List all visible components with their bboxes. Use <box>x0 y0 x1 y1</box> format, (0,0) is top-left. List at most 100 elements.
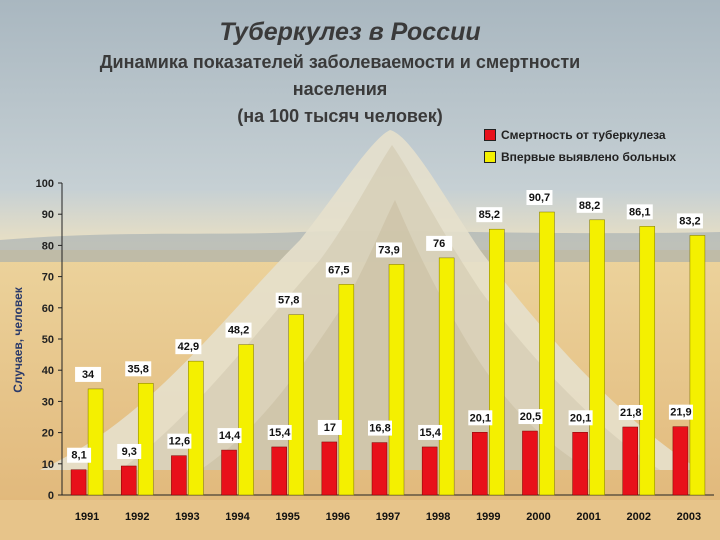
bar-incidence <box>589 219 605 496</box>
bar-mortality <box>622 426 639 496</box>
data-label-bg-incidence <box>175 339 202 355</box>
y-tick-label: 70 <box>42 272 54 284</box>
data-label-incidence: 83,2 <box>679 215 700 227</box>
bar-incidence <box>188 360 204 496</box>
bar-incidence <box>489 228 505 496</box>
bar-mortality <box>120 465 137 496</box>
data-label-incidence: 86,1 <box>629 206 650 218</box>
bar-mortality <box>371 442 388 496</box>
y-tick-label: 90 <box>42 209 54 221</box>
data-label-incidence: 85,2 <box>479 209 500 221</box>
data-label-bg-mortality <box>117 443 142 459</box>
data-label-bg-incidence <box>125 361 152 377</box>
bar-incidence <box>388 264 405 496</box>
legend-item-mortality: Смертность от туберкулеза <box>484 124 676 146</box>
data-label-bg-mortality <box>317 419 342 435</box>
bar-mortality <box>421 446 438 496</box>
data-label-incidence: 73,9 <box>378 244 399 256</box>
data-label-mortality: 17 <box>324 422 336 434</box>
bar-incidence <box>137 383 154 496</box>
data-label-bg-incidence <box>225 322 252 338</box>
y-tick-label: 30 <box>42 396 54 408</box>
data-label-mortality: 16,8 <box>369 423 390 435</box>
legend-swatch-mortality <box>484 129 496 141</box>
bar-mortality <box>522 430 538 496</box>
bar-mortality <box>271 446 287 496</box>
subtitle-line-1: Динамика показателей заболеваемости и см… <box>99 52 581 72</box>
bar-mortality <box>221 449 237 496</box>
legend-swatch-incidence <box>484 151 496 163</box>
x-tick-label: 1999 <box>476 511 500 523</box>
data-label-incidence: 90,7 <box>529 192 550 204</box>
data-label-bg-mortality <box>67 447 92 463</box>
bar-incidence <box>288 314 304 496</box>
data-label-incidence: 88,2 <box>579 200 600 212</box>
y-tick-label: 100 <box>36 178 54 190</box>
x-tick-label: 1998 <box>426 511 450 523</box>
data-label-bg-incidence <box>626 204 653 220</box>
data-label-mortality: 12,6 <box>169 436 190 448</box>
data-label-incidence: 48,2 <box>228 325 249 337</box>
data-label-bg-mortality <box>568 410 593 426</box>
data-label-incidence: 67,5 <box>328 264 349 276</box>
x-tick-label: 2001 <box>576 511 600 523</box>
data-label-mortality: 21,9 <box>670 407 691 419</box>
data-label-bg-incidence <box>476 207 503 223</box>
x-tick-label: 1997 <box>376 511 400 523</box>
data-label-bg-incidence <box>75 366 102 382</box>
bar-mortality <box>472 432 488 496</box>
page-title: Туберкулез в России <box>219 18 481 46</box>
x-tick-label: 1993 <box>175 511 199 523</box>
bar-incidence <box>238 344 254 496</box>
data-label-mortality: 20,5 <box>520 411 541 423</box>
bar-mortality <box>672 426 689 496</box>
data-label-bg-mortality <box>468 410 493 426</box>
legend-label-incidence: Впервые выявлено больных <box>501 150 677 164</box>
y-tick-label: 50 <box>42 334 54 346</box>
subtitle-line-3: (на 100 тысяч человек) <box>237 106 443 126</box>
data-label-bg-mortality <box>368 420 392 436</box>
y-tick-label: 20 <box>42 428 54 440</box>
bar-incidence <box>438 257 455 496</box>
data-label-incidence: 34 <box>82 369 95 381</box>
data-label-bg-incidence <box>275 292 302 308</box>
x-tick-label: 2003 <box>677 511 701 523</box>
data-label-bg-incidence <box>576 197 603 213</box>
bar-incidence <box>539 211 555 496</box>
data-label-mortality: 8,1 <box>71 450 86 462</box>
y-tick-label: 40 <box>42 365 54 377</box>
data-label-mortality: 20,1 <box>570 412 591 424</box>
x-tick-label: 1994 <box>225 511 250 523</box>
bar-incidence <box>689 235 706 496</box>
y-tick-label: 0 <box>48 490 54 502</box>
data-label-incidence: 76 <box>433 238 445 250</box>
x-tick-label: 1996 <box>326 511 350 523</box>
data-label-mortality: 15,4 <box>419 427 441 439</box>
x-tick-label: 1992 <box>125 511 149 523</box>
bar-incidence <box>639 226 656 496</box>
data-label-bg-incidence <box>426 235 453 251</box>
y-tick-label: 10 <box>42 459 54 471</box>
x-tick-label: 1995 <box>275 511 299 523</box>
bar-mortality <box>70 469 87 496</box>
data-label-incidence: 42,9 <box>178 341 199 353</box>
data-label-mortality: 14,4 <box>219 430 241 442</box>
data-label-bg-mortality <box>167 433 192 449</box>
y-tick-label: 80 <box>42 240 54 252</box>
bar-incidence <box>87 388 104 496</box>
title-block: Туберкулез в России Динамика показателей… <box>60 18 620 128</box>
data-label-bg-incidence <box>325 262 352 278</box>
bar-mortality <box>171 455 187 496</box>
data-label-bg-incidence <box>526 190 553 206</box>
legend-item-incidence: Впервые выявлено больных <box>484 146 676 168</box>
bar-mortality <box>321 441 338 496</box>
x-tick-label: 2002 <box>627 511 651 523</box>
y-tick-label: 60 <box>42 303 54 315</box>
legend-label-mortality: Смертность от туберкулеза <box>501 128 666 142</box>
data-label-bg-mortality <box>518 409 543 425</box>
data-label-mortality: 20,1 <box>470 412 491 424</box>
x-tick-label: 1991 <box>75 511 99 523</box>
data-label-bg-incidence <box>676 213 703 229</box>
